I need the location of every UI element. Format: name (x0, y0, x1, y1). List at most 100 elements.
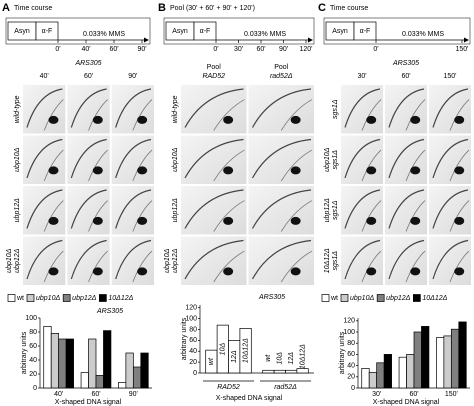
bar (361, 368, 370, 389)
gel-arc (280, 99, 313, 131)
gel-arc (280, 250, 313, 283)
gel-spot (454, 216, 465, 225)
gel-arc (213, 200, 245, 232)
gel-spot (48, 166, 59, 175)
gel-arc (251, 88, 312, 128)
bar-label: 12Δ (231, 350, 238, 363)
legend-swatch (376, 294, 385, 302)
gel-row-label: ubp12Δ (14, 248, 21, 272)
gel-column-label: 40' (40, 73, 49, 80)
gel-image (111, 236, 154, 285)
panel-label: A (2, 2, 10, 14)
y-tick-label: 120 (343, 318, 355, 325)
x-tick-label: 60' (409, 391, 418, 398)
gel-image (385, 186, 427, 235)
gel-image (67, 236, 110, 285)
gel-arc (251, 189, 312, 229)
bar (398, 356, 407, 389)
bar (458, 321, 467, 389)
timeline-box (35, 21, 59, 41)
gel-spot (48, 115, 59, 124)
gel-arc (344, 88, 381, 128)
gel-row-label: sgs1Δ (332, 200, 339, 220)
gel-arc (361, 149, 382, 182)
gel-image (248, 85, 314, 134)
gel-row-label: ubp10Δ (14, 147, 21, 171)
gel-spot (290, 166, 301, 175)
treatment: 0.033% MMS (83, 31, 125, 38)
gel-spot (366, 267, 377, 276)
gel-row-label: ubp12Δ (172, 248, 179, 272)
timeline-title: Time course (330, 5, 368, 12)
gel-arc (26, 239, 63, 280)
gel-arc (43, 250, 64, 283)
time-label: 0' (55, 46, 60, 53)
gel-spot (290, 216, 301, 225)
y-tick-label: 80 (347, 340, 355, 347)
gel-arc (405, 250, 426, 283)
bar (368, 371, 378, 389)
gel-spot (223, 267, 234, 276)
arrow-head (464, 37, 469, 43)
time-label: 150' (455, 46, 468, 53)
gel-image (248, 135, 314, 184)
timeline-title: Pool (30' + 60' + 90' + 120') (170, 5, 255, 12)
gel-image (429, 236, 471, 285)
gel-arc (280, 200, 313, 232)
gel-arc (132, 250, 153, 283)
bar (262, 369, 275, 374)
gel-arc (115, 88, 152, 128)
gel-arc (88, 149, 108, 182)
y-tick-label: 20 (347, 374, 355, 381)
y-tick-label: 80 (189, 326, 197, 333)
gel-image (67, 186, 110, 235)
legend-swatch (98, 294, 107, 302)
y-tick-label: 40 (347, 362, 355, 369)
gel-row-label: ubp12Δ (172, 198, 179, 222)
x-axis-label: X-shaped DNA signal (373, 399, 440, 406)
bar (65, 338, 74, 389)
bar (58, 338, 67, 389)
gel-arc (388, 88, 425, 128)
gel-image (341, 236, 383, 285)
gel-arc (26, 138, 63, 179)
gel-header: ARS305 (392, 60, 419, 67)
gel-image (429, 135, 471, 184)
gel-arc (88, 200, 108, 232)
gel-arc (43, 99, 64, 131)
gel-arc (213, 149, 245, 182)
gel-spot (410, 115, 421, 124)
bar (436, 337, 445, 389)
y-tick-label: 80 (29, 329, 37, 336)
bar-label: 10Δ (277, 352, 284, 365)
legend-swatch (412, 294, 421, 302)
gel-image (111, 135, 154, 184)
chart-title: ARS305 (258, 294, 285, 301)
gel-image (429, 85, 471, 134)
y-tick-label: 100 (185, 315, 197, 322)
y-tick-label: 0 (351, 385, 355, 392)
bar (50, 333, 60, 389)
treatment: 0.033% MMS (402, 31, 444, 38)
gel-arc (432, 189, 469, 229)
time-label: 0' (213, 46, 218, 53)
y-tick-label: 60 (29, 343, 37, 350)
bar-label: 10Δ (220, 343, 227, 356)
legend-swatch (7, 294, 16, 302)
gel-image (429, 186, 471, 235)
gel-arc (43, 200, 64, 232)
bar (443, 335, 452, 389)
gel-arc (361, 99, 382, 131)
x-axis-label: X-shaped DNA signal (55, 399, 122, 406)
gel-spot (366, 115, 377, 124)
gel-row-label: sgs1Δ (332, 99, 339, 119)
gel-image (181, 186, 247, 235)
bar-label: 10Δ12Δ (299, 344, 306, 369)
gel-row-label: ubp10Δ (6, 248, 13, 272)
gel-spot (223, 166, 234, 175)
bar (413, 331, 422, 389)
gel-arc (88, 99, 108, 131)
timeline-box-label: Asyn (172, 28, 188, 35)
panel-label: C (318, 2, 326, 14)
bar (296, 368, 309, 374)
